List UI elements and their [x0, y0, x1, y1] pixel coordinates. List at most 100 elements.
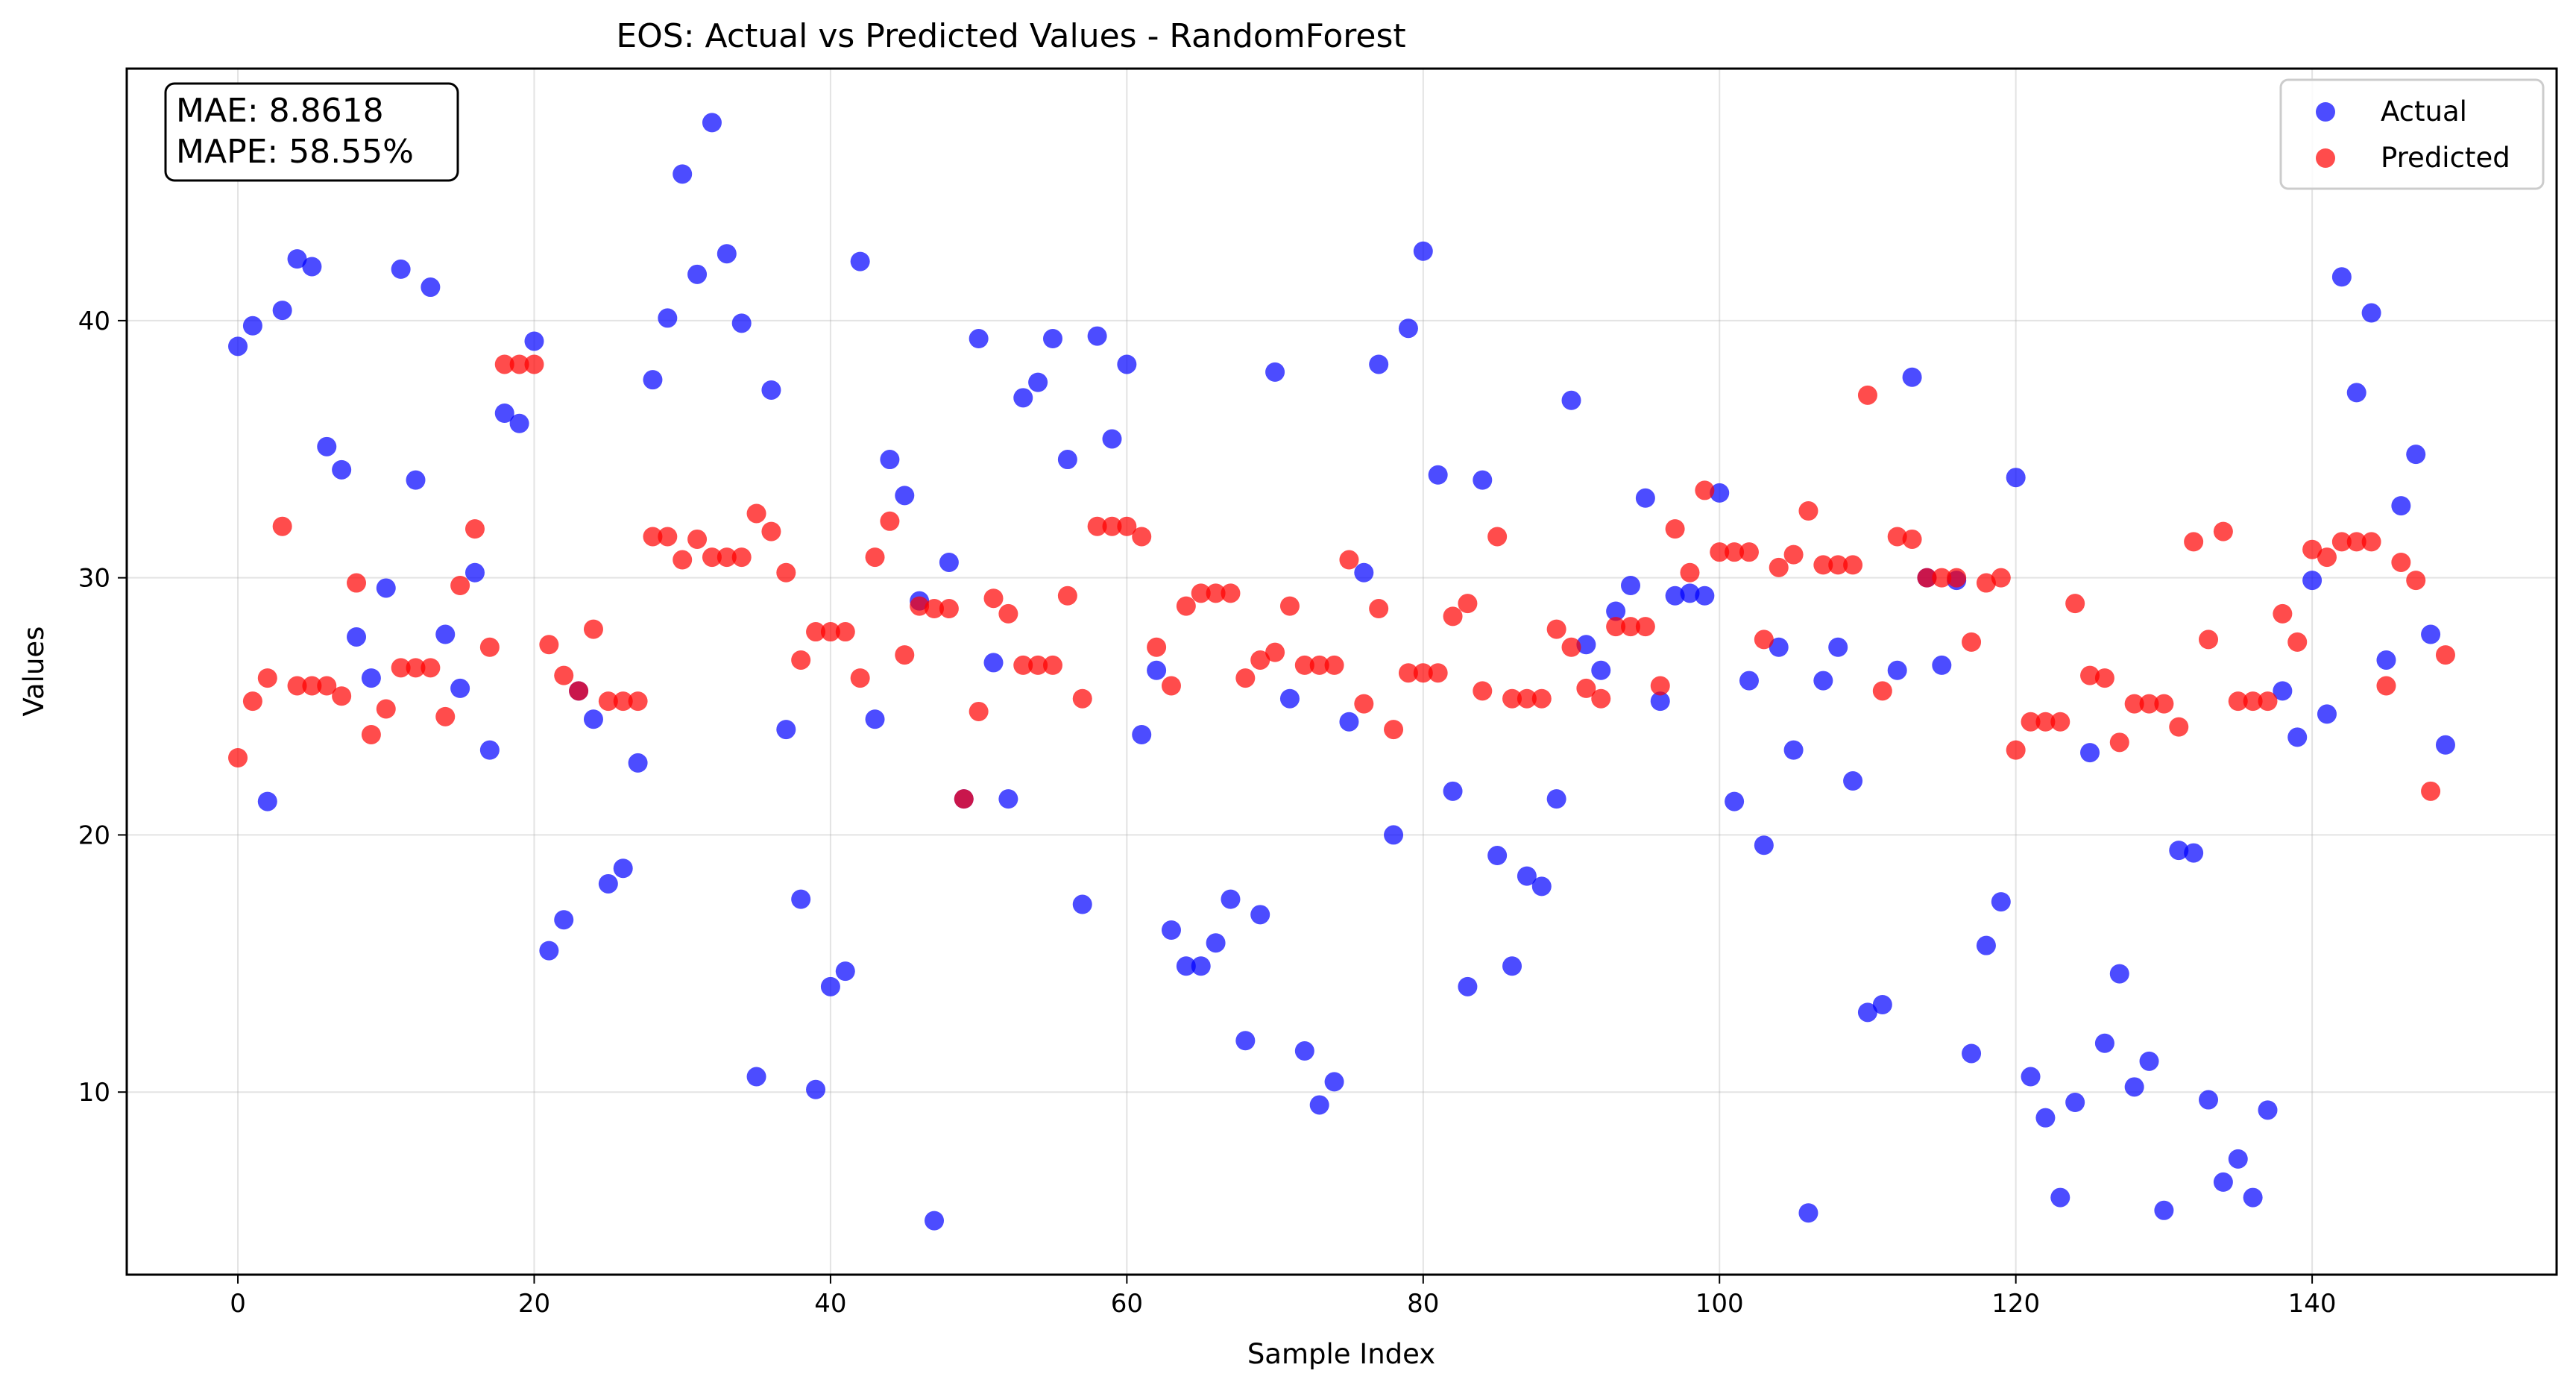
point-actual: [1725, 791, 1745, 811]
point-actual: [835, 961, 855, 982]
point-predicted: [1754, 630, 1774, 650]
point-actual: [1117, 354, 1137, 374]
point-predicted: [2406, 571, 2426, 591]
point-predicted: [2080, 665, 2100, 685]
point-predicted: [406, 658, 426, 678]
point-predicted: [1798, 501, 1818, 521]
point-actual: [969, 329, 989, 349]
point-predicted: [1072, 688, 1092, 709]
point-actual: [1473, 470, 1493, 490]
x-axis-label: Sample Index: [1247, 1338, 1435, 1370]
point-predicted: [1339, 550, 1359, 570]
point-predicted: [1117, 516, 1137, 536]
point-predicted: [1591, 688, 1611, 709]
point-actual: [850, 251, 870, 271]
point-predicted: [1384, 720, 1404, 740]
point-actual: [1932, 655, 1952, 675]
point-predicted: [2065, 594, 2085, 614]
point-actual: [2331, 267, 2352, 287]
point-predicted: [1398, 663, 1418, 683]
point-actual: [272, 301, 292, 321]
point-actual: [1650, 691, 1670, 712]
y-tick-label: 20: [78, 820, 110, 850]
point-predicted: [2243, 691, 2263, 712]
point-predicted: [2199, 630, 2219, 650]
point-predicted: [317, 676, 337, 696]
point-actual: [1398, 318, 1418, 339]
point-actual: [791, 889, 811, 909]
point-predicted: [1680, 562, 1700, 583]
point-predicted: [1962, 632, 1982, 652]
point-actual: [880, 450, 900, 470]
point-predicted: [1206, 583, 1226, 603]
point-predicted: [1458, 594, 1478, 614]
point-predicted: [1235, 668, 1256, 688]
point-actual: [776, 720, 796, 740]
point-predicted: [1028, 655, 1048, 675]
point-actual: [2287, 727, 2308, 747]
point-actual: [2302, 571, 2323, 591]
point-actual: [539, 941, 559, 961]
grid: [127, 69, 2557, 1275]
point-predicted: [494, 354, 514, 374]
point-predicted: [1710, 542, 1730, 562]
point-predicted: [998, 603, 1018, 624]
point-actual: [806, 1079, 826, 1099]
point-predicted: [1769, 557, 1789, 577]
point-predicted: [658, 527, 678, 547]
point-actual: [1384, 825, 1404, 845]
point-predicted: [1176, 596, 1196, 616]
point-actual: [2124, 1077, 2144, 1097]
point-actual: [1695, 585, 1715, 606]
point-predicted: [2213, 521, 2233, 541]
point-predicted: [1843, 555, 1863, 575]
point-actual: [435, 624, 456, 644]
point-actual: [583, 709, 603, 729]
point-actual: [1531, 876, 1552, 897]
point-predicted: [1221, 583, 1241, 603]
point-actual: [865, 709, 885, 729]
point-actual: [1754, 835, 1774, 855]
point-actual: [1517, 866, 1537, 886]
point-actual: [658, 308, 678, 328]
point-predicted: [1147, 637, 1167, 657]
y-tick-label: 30: [78, 564, 110, 594]
data-points: [228, 113, 2455, 1231]
point-actual: [2199, 1090, 2219, 1110]
legend-label-predicted: Predicted: [2381, 142, 2510, 174]
point-predicted: [257, 668, 277, 688]
point-actual: [1769, 637, 1789, 657]
point-predicted: [1531, 688, 1552, 709]
point-actual: [1102, 429, 1122, 449]
point-actual: [509, 413, 529, 433]
point-actual: [895, 486, 915, 506]
point-predicted: [954, 789, 974, 809]
point-predicted: [1976, 573, 1996, 593]
point-actual: [1087, 326, 1107, 346]
point-actual: [1665, 585, 1685, 606]
point-actual: [1354, 562, 1374, 583]
point-actual: [1546, 789, 1566, 809]
point-predicted: [347, 573, 367, 593]
point-actual: [228, 336, 248, 357]
point-actual: [2435, 735, 2455, 755]
point-actual: [1221, 889, 1241, 909]
axis-ticks: 0 20 40 60 80 100 120 140 10 20 30 40: [78, 307, 2337, 1319]
point-actual: [1487, 846, 1508, 866]
point-actual: [391, 259, 411, 279]
point-actual: [406, 470, 426, 490]
point-predicted: [1517, 688, 1537, 709]
point-predicted: [272, 516, 292, 536]
legend-frame: [2279, 78, 2545, 190]
point-actual: [1339, 712, 1359, 732]
point-predicted: [1057, 585, 1077, 606]
point-predicted: [2361, 532, 2381, 552]
point-predicted: [1887, 527, 1907, 547]
x-tick-label: 80: [1407, 1289, 1439, 1319]
point-actual: [925, 1211, 945, 1231]
point-actual: [1621, 576, 1641, 595]
point-predicted: [1502, 688, 1522, 709]
point-predicted: [391, 658, 411, 678]
point-actual: [761, 380, 781, 400]
